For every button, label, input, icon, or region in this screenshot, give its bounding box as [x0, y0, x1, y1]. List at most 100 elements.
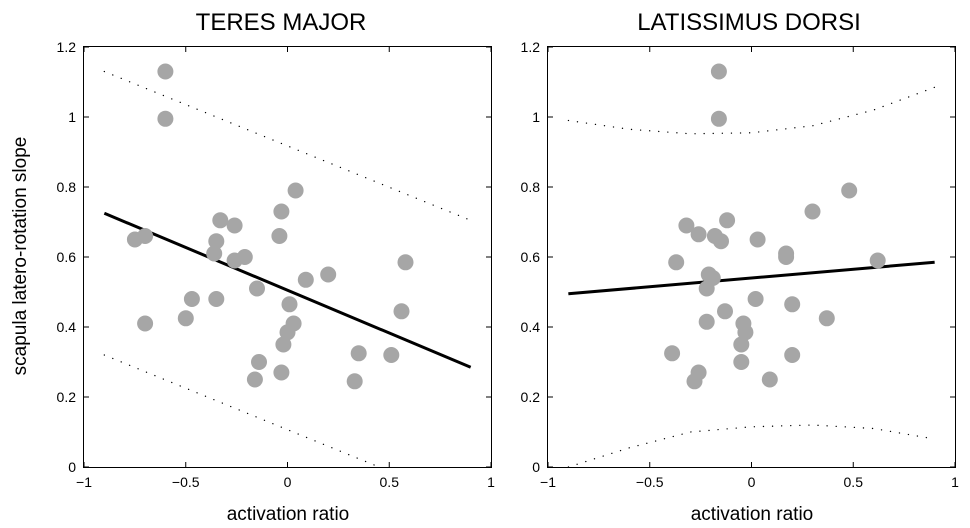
data-point: [206, 245, 223, 262]
data-point: [350, 345, 367, 362]
data-point: [273, 364, 290, 381]
regression-line-group: [568, 260, 935, 296]
x-tick-label: −0.5: [172, 474, 200, 490]
confidence-bands: [103, 70, 472, 468]
data-point: [251, 354, 267, 370]
y-tick-label: 0.8: [57, 179, 77, 195]
plot-frame: [83, 46, 492, 468]
data-point: [287, 182, 304, 199]
data-point: [157, 110, 174, 127]
confidence-band-lower: [103, 354, 380, 468]
data-point: [320, 266, 337, 283]
regression-line-group: [103, 211, 472, 369]
y-tick-label: 0.2: [57, 389, 77, 405]
data-point: [733, 354, 750, 370]
data-point: [271, 228, 288, 244]
data-point: [698, 313, 715, 330]
chart-title: LATISSIMUS DORSI: [637, 9, 861, 36]
data-point: [749, 231, 766, 248]
data-point: [212, 212, 229, 229]
data-point: [710, 110, 727, 127]
axis-ticks: −1 −0.5 0 0.5 1 0 0.2 0.4 0.6 0.8 1 1.2: [521, 39, 960, 490]
data-point: [717, 303, 733, 320]
data-point: [208, 291, 225, 307]
data-point: [664, 345, 681, 362]
y-tick-label: 0: [532, 459, 540, 475]
data-point: [869, 252, 886, 269]
axis-ticks: −1 −0.5 0 0.5 1 0 0.2 0.4 0.6 0.8 1 1.2: [57, 39, 496, 490]
data-point: [841, 182, 858, 199]
data-point: [761, 371, 778, 388]
y-tick-label: 1: [532, 109, 540, 125]
data-point: [346, 373, 363, 390]
data-point: [713, 233, 729, 250]
data-point: [285, 315, 302, 332]
latissimus-dorsi-panel: LATISSIMUS DORSI activation ratio −1 −0.5…: [521, 9, 960, 525]
data-point: [157, 63, 174, 80]
data-point: [778, 249, 795, 265]
y-tick-label: 1.2: [521, 39, 541, 55]
data-point: [710, 63, 727, 80]
x-tick-label: 0.5: [844, 474, 864, 490]
chart-title: TERES MAJOR: [196, 9, 367, 36]
data-point: [747, 291, 764, 307]
data-point: [246, 371, 263, 388]
data-point: [668, 254, 685, 271]
data-point: [698, 280, 715, 297]
data-point: [383, 347, 400, 363]
y-tick-label: 1: [68, 109, 76, 125]
x-tick-label: 1: [487, 474, 495, 490]
y-tick-label: 0.4: [521, 319, 541, 335]
y-tick-label: 0.6: [57, 249, 77, 265]
data-point: [275, 336, 292, 353]
data-point: [719, 212, 736, 229]
data-point: [737, 324, 754, 341]
data-point: [690, 226, 707, 243]
x-tick-label: −1: [76, 474, 92, 490]
data-point: [393, 303, 410, 320]
y-tick-label: 0.4: [57, 319, 77, 335]
y-tick-label: 0.2: [521, 389, 541, 405]
confidence-band-lower: [567, 424, 936, 468]
x-tick-label: 0: [748, 474, 756, 490]
data-point: [818, 310, 835, 327]
regression-line: [103, 211, 472, 369]
y-tick-label: 0.6: [521, 249, 541, 265]
data-point: [297, 271, 314, 288]
x-tick-label: −0.5: [636, 474, 664, 490]
x-tick-label: 0: [284, 474, 292, 490]
x-tick-label: −1: [540, 474, 556, 490]
data-points: [126, 63, 414, 390]
confidence-band-upper: [103, 70, 472, 221]
data-point: [273, 203, 290, 220]
data-point: [137, 315, 154, 332]
data-point: [236, 249, 253, 265]
data-point: [733, 336, 750, 353]
data-point: [281, 296, 298, 313]
data-point: [137, 228, 154, 244]
data-point: [686, 373, 703, 390]
data-point: [397, 254, 414, 271]
confidence-band-upper: [567, 86, 936, 135]
x-axis-label: activation ratio: [227, 504, 350, 525]
data-point: [678, 217, 695, 234]
confidence-bands: [567, 86, 936, 468]
data-point: [784, 296, 801, 313]
y-tick-label: 0: [68, 459, 76, 475]
data-point: [226, 217, 243, 234]
teres-major-panel: TERES MAJOR scapula latero-rotation slop…: [10, 9, 495, 525]
data-point: [804, 203, 821, 220]
data-points: [664, 63, 886, 390]
y-tick-label: 1.2: [57, 39, 77, 55]
data-point: [784, 347, 801, 363]
x-tick-label: 0.5: [380, 474, 400, 490]
data-point: [177, 310, 194, 327]
plot-frame: [547, 46, 956, 468]
data-point: [183, 291, 200, 307]
data-point: [249, 280, 265, 297]
regression-line: [568, 260, 935, 296]
y-axis-label: scapula latero-rotation slope: [10, 137, 31, 376]
data-point: [208, 233, 225, 250]
y-tick-label: 0.8: [521, 179, 541, 195]
